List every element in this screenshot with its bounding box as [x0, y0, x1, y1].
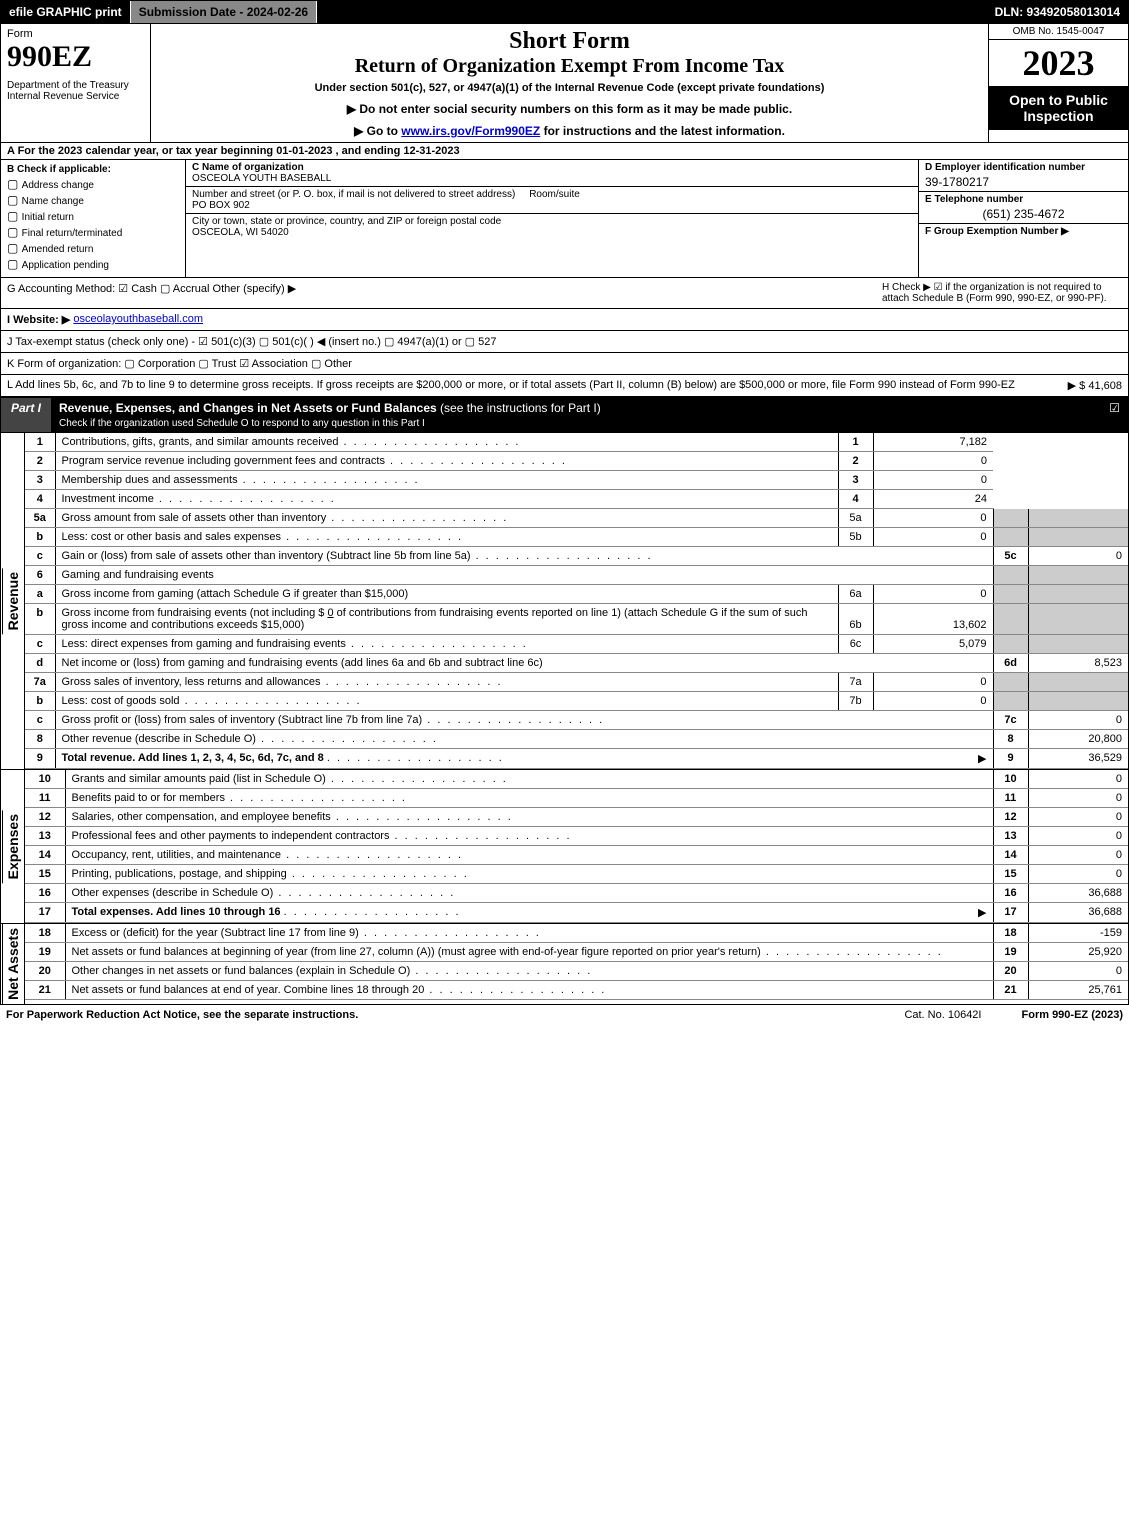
title-return: Return of Organization Exempt From Incom… [155, 55, 984, 78]
ein: 39-1780217 [925, 175, 1122, 189]
section-d-e-f: D Employer identification number 39-1780… [918, 160, 1128, 277]
accounting-method: G Accounting Method: ☑ Cash ▢ Accrual Ot… [7, 282, 296, 304]
part1-tab: Part I [1, 398, 51, 432]
expenses-section: Expenses 10Grants and similar amounts pa… [0, 770, 1129, 924]
e-label: E Telephone number [925, 194, 1023, 205]
section-h: H Check ▶ ☑ if the organization is not r… [882, 282, 1122, 304]
submission-date: Submission Date - 2024-02-26 [131, 1, 317, 23]
chk-amended-return[interactable]: Amended return [7, 241, 179, 255]
footer-catno: Cat. No. 10642I [904, 1009, 981, 1021]
form-label: Form [7, 28, 144, 40]
website-link[interactable]: osceolayouthbaseball.com [73, 313, 203, 326]
subtitle: Under section 501(c), 527, or 4947(a)(1)… [155, 82, 984, 94]
section-k: K Form of organization: ▢ Corporation ▢ … [0, 353, 1129, 375]
header-left: Form 990EZ Department of the Treasury In… [1, 24, 151, 142]
footer-left: For Paperwork Reduction Act Notice, see … [6, 1009, 358, 1021]
telephone: (651) 235-4672 [925, 207, 1122, 221]
note-link: ▶ Go to www.irs.gov/Form990EZ for instru… [155, 124, 984, 138]
f-label: F Group Exemption Number ▶ [925, 226, 1069, 237]
tax-year: 2023 [989, 40, 1128, 86]
title-short-form: Short Form [155, 28, 984, 55]
dept-label: Department of the Treasury Internal Reve… [7, 80, 144, 102]
topbar: efile GRAPHIC print Submission Date - 20… [0, 0, 1129, 24]
revenue-side-label: Revenue [1, 433, 25, 769]
header-right: OMB No. 1545-0047 2023 Open to Public In… [988, 24, 1128, 142]
d-label: D Employer identification number [925, 162, 1085, 173]
part1-title: Revenue, Expenses, and Changes in Net As… [51, 398, 609, 432]
org-city: OSCEOLA, WI 54020 [192, 227, 289, 238]
footer-formno: Form 990-EZ (2023) [1022, 1009, 1124, 1021]
section-g-h: G Accounting Method: ☑ Cash ▢ Accrual Ot… [0, 278, 1129, 309]
section-b-row: B Check if applicable: Address change Na… [0, 160, 1129, 278]
netassets-side-label: Net Assets [1, 924, 25, 1004]
room-label: Room/suite [529, 189, 580, 200]
form-number: 990EZ [7, 40, 144, 74]
section-j: J Tax-exempt status (check only one) - ☑… [0, 331, 1129, 353]
chk-application-pending[interactable]: Application pending [7, 257, 179, 271]
city-label: City or town, state or province, country… [192, 216, 501, 227]
chk-initial-return[interactable]: Initial return [7, 209, 179, 223]
dln: DLN: 93492058013014 [987, 1, 1128, 23]
gross-receipts: ▶ $ 41,608 [1068, 379, 1122, 392]
expenses-side-label: Expenses [1, 770, 25, 923]
omb-number: OMB No. 1545-0047 [989, 24, 1128, 40]
form-header: Form 990EZ Department of the Treasury In… [0, 24, 1129, 143]
chk-name-change[interactable]: Name change [7, 193, 179, 207]
open-public: Open to Public Inspection [989, 86, 1128, 130]
section-l: L Add lines 5b, 6c, and 7b to line 9 to … [0, 375, 1129, 397]
addr-label: Number and street (or P. O. box, if mail… [192, 189, 515, 200]
section-i: I Website: ▶ osceolayouthbaseball.com [0, 309, 1129, 331]
section-c: C Name of organization OSCEOLA YOUTH BAS… [186, 160, 918, 277]
note-ssn: ▶ Do not enter social security numbers o… [155, 102, 984, 116]
expenses-table: 10Grants and similar amounts paid (list … [25, 770, 1128, 923]
netassets-table: 18Excess or (deficit) for the year (Subt… [25, 924, 1128, 1000]
chk-address-change[interactable]: Address change [7, 177, 179, 191]
c-label: C Name of organization [192, 162, 304, 173]
revenue-table: 1Contributions, gifts, grants, and simil… [25, 433, 1128, 769]
netassets-section: Net Assets 18Excess or (deficit) for the… [0, 924, 1129, 1005]
revenue-section: Revenue 1Contributions, gifts, grants, a… [0, 433, 1129, 770]
org-address: PO BOX 902 [192, 200, 250, 211]
section-b: B Check if applicable: Address change Na… [1, 160, 186, 277]
section-a: A For the 2023 calendar year, or tax yea… [0, 143, 1129, 160]
org-name: OSCEOLA YOUTH BASEBALL [192, 173, 331, 184]
chk-final-return[interactable]: Final return/terminated [7, 225, 179, 239]
efile-label: efile GRAPHIC print [1, 1, 131, 23]
irs-link[interactable]: www.irs.gov/Form990EZ [401, 124, 540, 138]
header-center: Short Form Return of Organization Exempt… [151, 24, 988, 142]
part1-header: Part I Revenue, Expenses, and Changes in… [0, 397, 1129, 433]
part1-check-icon: ☑ [1101, 398, 1128, 432]
footer: For Paperwork Reduction Act Notice, see … [0, 1005, 1129, 1025]
